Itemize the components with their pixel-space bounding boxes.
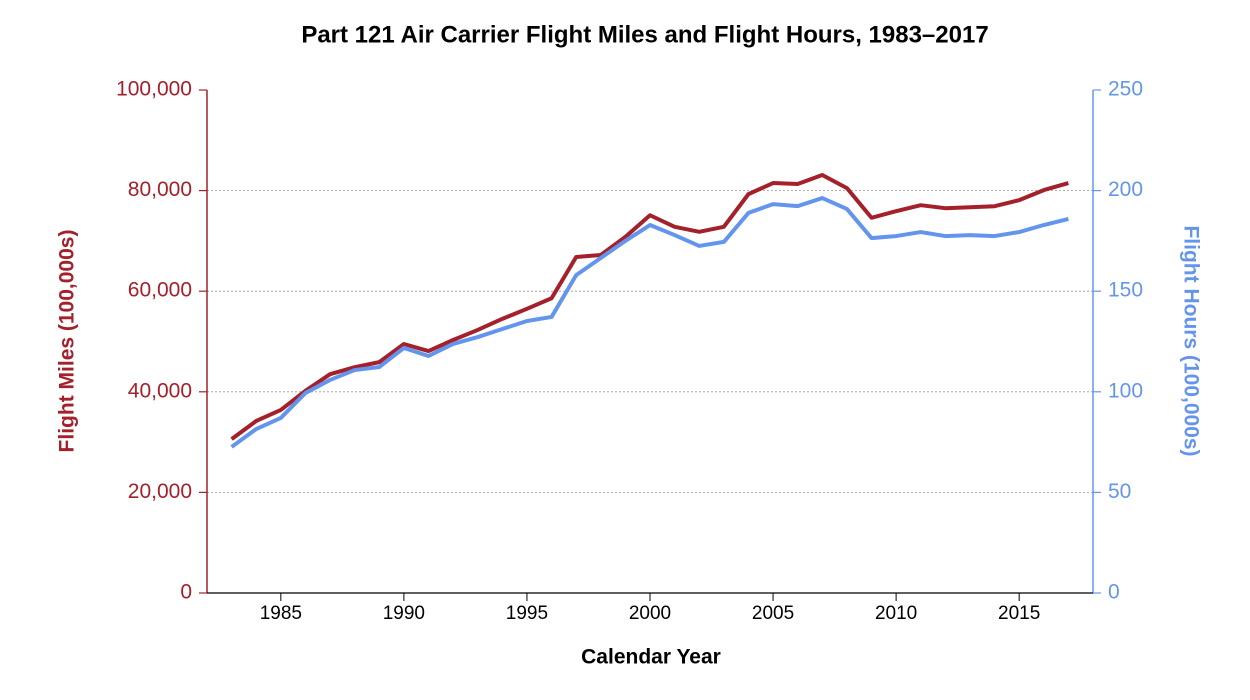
y2-tick-label: 100	[1108, 379, 1143, 402]
y2-tick-label: 0	[1108, 581, 1120, 604]
y2-axis-label: Flight Hours (100,000s)	[1179, 225, 1202, 456]
x-tick-label: 1985	[260, 603, 302, 624]
x-tick-label: 2010	[875, 603, 917, 624]
x-tick-label: 2000	[629, 603, 671, 624]
x-axis-label: Calendar Year	[581, 646, 721, 669]
y-tick-label: 40,000	[128, 379, 192, 402]
y-tick-label: 80,000	[128, 178, 192, 201]
y2-tick-label: 200	[1108, 178, 1143, 201]
y2-tick-label: 250	[1108, 78, 1143, 101]
y-tick-label: 0	[180, 581, 192, 604]
x-tick-label: 2015	[998, 603, 1040, 624]
y-tick-label: 20,000	[128, 480, 192, 503]
y2-tick-label: 150	[1108, 279, 1143, 302]
x-tick-label: 2005	[752, 603, 794, 624]
series-line	[230, 196, 1069, 449]
series-line	[230, 173, 1069, 441]
y-tick-label: 100,000	[116, 78, 192, 101]
x-tick-label: 1990	[383, 603, 425, 624]
chart-title: Part 121 Air Carrier Flight Miles and Fl…	[301, 21, 988, 48]
y-tick-label: 60,000	[128, 279, 192, 302]
x-tick-label: 1995	[506, 603, 548, 624]
y2-tick-label: 50	[1108, 480, 1131, 503]
y-axis-label: Flight Miles (100,000s)	[56, 230, 79, 453]
